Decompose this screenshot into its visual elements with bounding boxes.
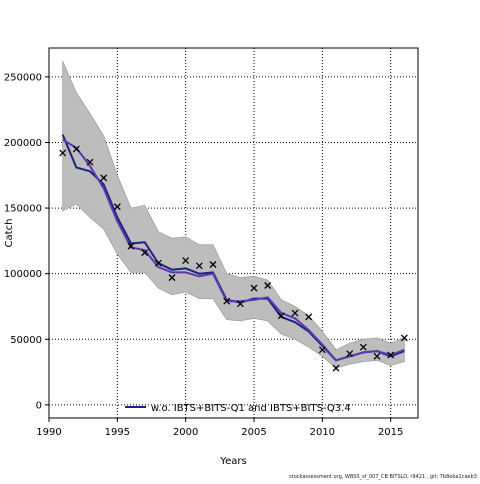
observed-point-5 xyxy=(127,242,135,250)
x-tick-label-2: 2000 xyxy=(173,427,198,438)
observed-point-22 xyxy=(359,343,367,351)
observed-mark-b-21 xyxy=(346,350,354,358)
series-line-1 xyxy=(62,138,405,362)
observed-point-13 xyxy=(236,300,244,308)
observed-mark-b-1 xyxy=(72,145,80,153)
observed-point-16 xyxy=(277,312,285,320)
x-axis-label: Years xyxy=(219,456,246,467)
observed-mark-b-18 xyxy=(305,313,313,321)
observed-mark-b-5 xyxy=(127,242,135,250)
observed-mark-b-6 xyxy=(141,249,149,257)
observed-mark-b-12 xyxy=(223,297,231,305)
observed-point-11 xyxy=(209,261,217,268)
confidence-band xyxy=(62,60,405,369)
observed-mark-b-11 xyxy=(209,261,217,268)
x-tick-label-5: 2015 xyxy=(378,427,403,438)
observed-point-12 xyxy=(223,297,231,305)
observed-point-4 xyxy=(113,203,121,211)
observed-mark-b-22 xyxy=(359,343,367,351)
observed-point-24 xyxy=(387,351,395,359)
y-tick-label-1: 50000 xyxy=(10,335,42,346)
observed-point-9 xyxy=(182,257,190,265)
observed-mark-b-2 xyxy=(86,158,94,166)
legend-label: w.o. IBTS+BITS-Q1 and IBTS+BITS-Q3.4 xyxy=(151,403,351,414)
observed-mark-b-23 xyxy=(373,352,381,360)
observed-mark-b-0 xyxy=(59,149,67,157)
y-tick-label-5: 250000 xyxy=(4,72,42,83)
observed-mark-b-19 xyxy=(318,346,326,354)
observed-mark-b-4 xyxy=(113,203,121,211)
observed-mark-b-24 xyxy=(387,351,395,359)
observed-point-23 xyxy=(373,352,381,360)
observed-mark-b-17 xyxy=(291,309,299,317)
legend: w.o. IBTS+BITS-Q1 and IBTS+BITS-Q3.4 xyxy=(125,403,351,414)
observed-point-10 xyxy=(195,262,203,270)
observed-point-7 xyxy=(154,259,162,267)
observed-mark-b-20 xyxy=(332,364,340,372)
y-tick-label-4: 200000 xyxy=(4,138,42,149)
observed-mark-b-13 xyxy=(236,300,244,308)
observed-mark-b-25 xyxy=(400,334,408,342)
observed-mark-b-9 xyxy=(182,257,190,265)
observed-point-6 xyxy=(141,249,149,257)
observed-mark-b-7 xyxy=(154,259,162,267)
observed-mark-b-8 xyxy=(168,274,176,282)
observed-point-18 xyxy=(305,313,313,321)
y-axis-label: Catch xyxy=(4,219,15,248)
y-tick-label-3: 150000 xyxy=(4,204,42,215)
x-tick-label-3: 2005 xyxy=(241,427,266,438)
plot-frame xyxy=(48,47,419,419)
observed-mark-b-15 xyxy=(264,282,272,289)
observed-point-14 xyxy=(250,284,258,292)
observed-point-21 xyxy=(346,350,354,358)
y-tick-label-0: 0 xyxy=(36,400,42,411)
observed-point-20 xyxy=(332,364,340,372)
observed-mark-b-16 xyxy=(277,312,285,320)
observed-point-15 xyxy=(264,282,272,289)
footer-credit: stockassessment.org, WBSS_sf_007_CB BITS… xyxy=(289,474,477,480)
observed-mark-b-14 xyxy=(250,284,258,292)
observed-point-25 xyxy=(400,334,408,342)
y-tick-label-2: 100000 xyxy=(4,269,42,280)
observed-point-0 xyxy=(59,149,67,157)
observed-point-17 xyxy=(291,309,299,317)
observed-mark-b-10 xyxy=(195,262,203,270)
observed-point-2 xyxy=(86,158,94,166)
observed-mark-b-3 xyxy=(100,174,108,182)
observed-point-3 xyxy=(100,174,108,182)
x-tick-label-1: 1995 xyxy=(105,427,130,438)
observed-point-8 xyxy=(168,274,176,282)
observed-point-19 xyxy=(318,346,326,354)
x-tick-label-4: 2010 xyxy=(310,427,335,438)
observed-point-1 xyxy=(72,145,80,153)
x-tick-label-0: 1990 xyxy=(36,427,61,438)
